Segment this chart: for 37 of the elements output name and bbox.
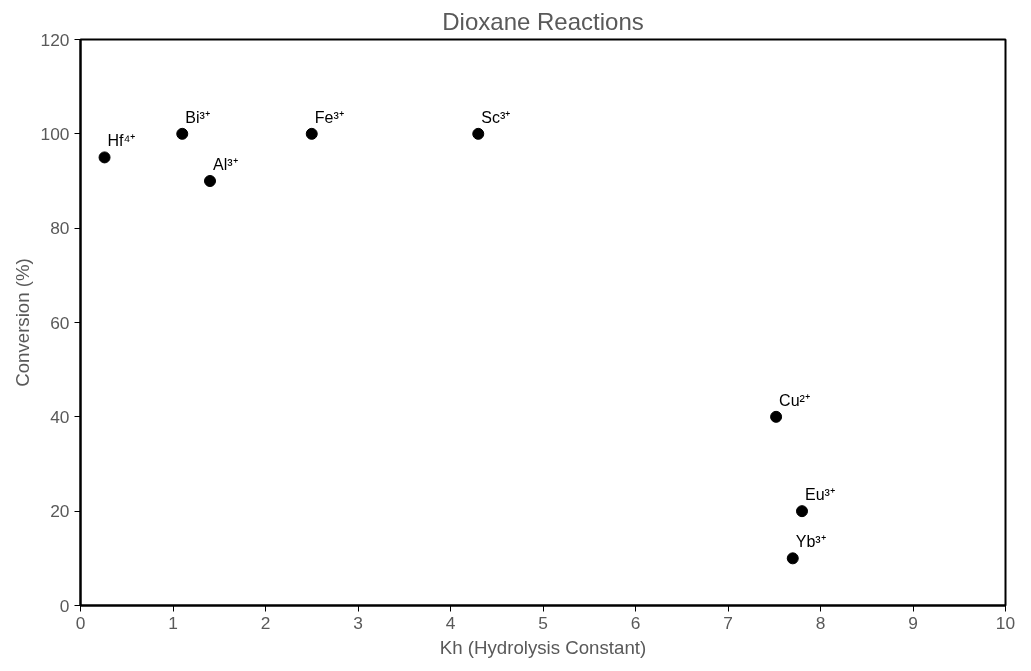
chart-title: Dioxane Reactions: [442, 7, 644, 35]
x-tick-label: 0: [75, 612, 86, 633]
point: [786, 552, 799, 565]
x-tick-label: 1: [168, 612, 178, 633]
y-tick-label: 20: [50, 501, 70, 522]
y-axis-title: Conversion (%): [11, 258, 33, 387]
x-tick-label: 7: [723, 612, 733, 633]
x-tick-label: 4: [445, 612, 456, 633]
annotation: Bi³⁺: [185, 108, 210, 126]
annotation: Eu³⁺: [805, 486, 835, 504]
annotation: Sc³⁺: [481, 108, 511, 126]
y-tick-label: 100: [40, 123, 70, 144]
x-tick-label: 10: [995, 612, 1016, 633]
point: [770, 410, 783, 423]
point: [796, 505, 808, 518]
y-tick-label: 0: [59, 595, 70, 616]
x-tick-label: 8: [815, 612, 826, 633]
y-tick-label: 40: [50, 406, 70, 427]
annotation: Al³⁺: [213, 156, 238, 173]
annotation: Yb³⁺: [795, 533, 826, 551]
annotation: Cu²⁺: [779, 391, 810, 409]
y-tick-label: 120: [40, 29, 70, 50]
y-tick-label: 80: [50, 218, 70, 239]
x-tick-label: 5: [538, 612, 548, 633]
annotation: Fe³⁺: [314, 108, 344, 126]
point: [472, 127, 485, 140]
point: [204, 175, 216, 187]
x-tick-label: 2: [260, 612, 271, 633]
point: [176, 127, 189, 140]
y-tick-label: 60: [50, 312, 70, 333]
annotation: Hf⁴⁺: [107, 132, 136, 150]
x-tick-label: 3: [353, 612, 363, 633]
x-axis-title: Kh (Hydrolysis Constant): [439, 636, 647, 658]
point: [98, 151, 111, 164]
point: [305, 127, 318, 140]
x-tick-label: 9: [908, 612, 918, 633]
x-tick-label: 6: [630, 612, 641, 633]
